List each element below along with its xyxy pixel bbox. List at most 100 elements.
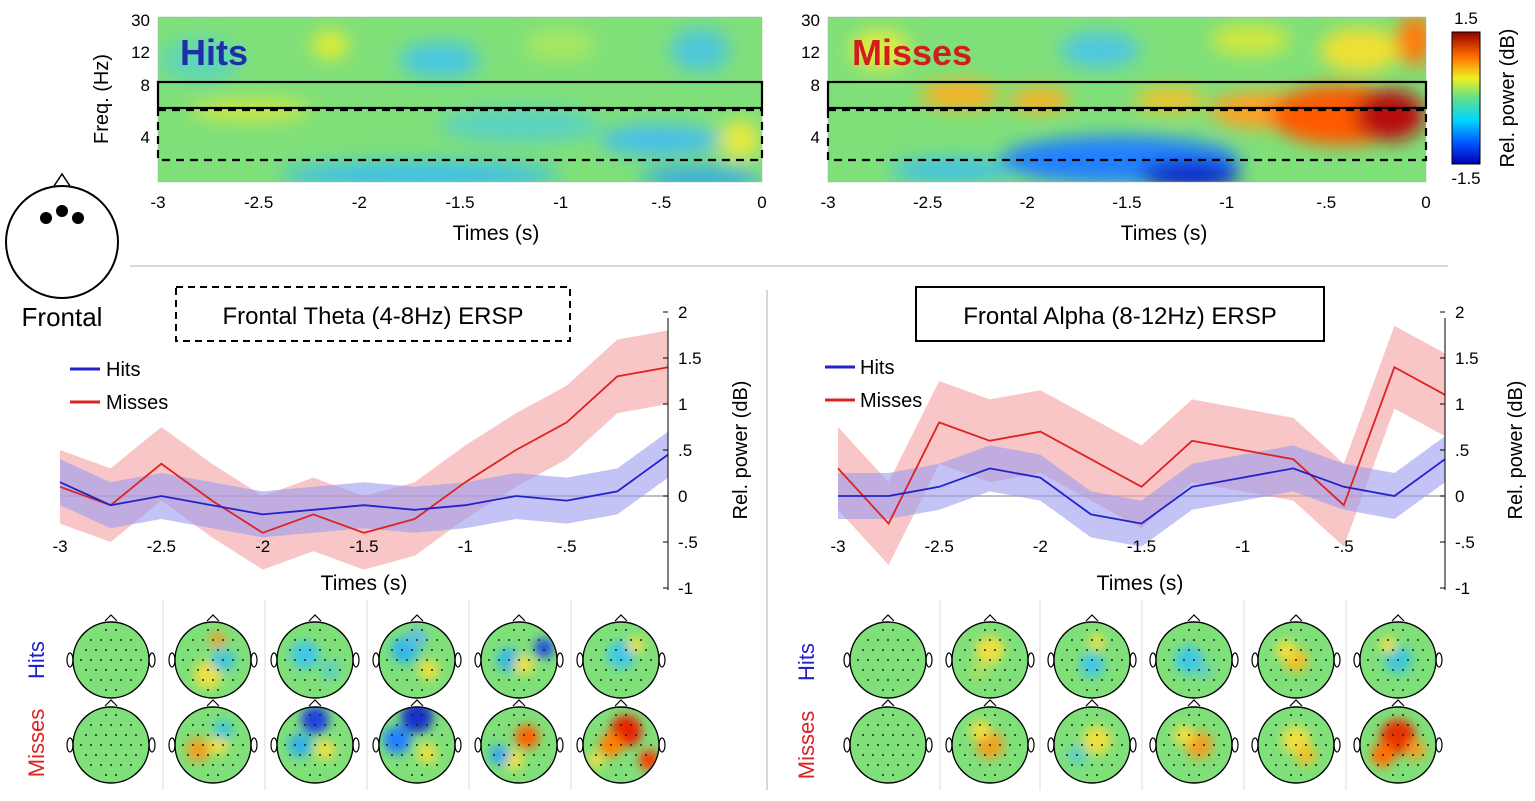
y-tick-label: 1.5 bbox=[1455, 349, 1479, 368]
tf-hits-ylabel: Freq. (Hz) bbox=[91, 54, 113, 144]
y-tick-label: 30 bbox=[801, 11, 820, 30]
x-tick-label: -2 bbox=[1020, 193, 1035, 212]
x-tick-label: -1.5 bbox=[1112, 193, 1141, 212]
hits-series-line bbox=[59, 453, 669, 516]
alpha-ylabel: Rel. power (dB) bbox=[1505, 381, 1527, 520]
alpha-title-box bbox=[915, 286, 1325, 342]
x-tick-label: -2 bbox=[352, 193, 367, 212]
y-tick-label: -.5 bbox=[678, 533, 698, 552]
topography-head bbox=[270, 614, 360, 699]
tf-misses-panel: Misses 30 12 8 4 -3 -2.5 -2 -1.5 -1 -.5 0 Times (… bbox=[801, 11, 1431, 245]
x-tick-label: -3 bbox=[150, 193, 165, 212]
x-tick-label: -.5 bbox=[557, 537, 577, 556]
y-tick-label: 2 bbox=[1455, 303, 1464, 322]
topography-head bbox=[168, 614, 258, 699]
y-tick-label: 0 bbox=[678, 487, 687, 506]
theta-title-box bbox=[175, 286, 571, 342]
y-tick-label: 8 bbox=[141, 76, 150, 95]
hits-error-band bbox=[838, 436, 1445, 547]
topography-head bbox=[1047, 699, 1137, 784]
topography-head bbox=[843, 614, 933, 699]
theta-legend-hits: Hits bbox=[106, 359, 140, 381]
theta-legend-misses: Misses bbox=[106, 392, 168, 414]
topography-head bbox=[945, 614, 1035, 699]
topography-head bbox=[270, 699, 360, 784]
misses-error-band bbox=[838, 325, 1445, 565]
colorbar-min: -1.5 bbox=[1451, 169, 1480, 188]
alpha-ersp-panel: Frontal Alpha (8-12Hz) ERSP -3 -2.5 -2 -1.5… bbox=[825, 286, 1527, 598]
x-tick-label: -1.5 bbox=[1127, 537, 1156, 556]
tf-hits-xticks: -3 -2.5 -2 -1.5 -1 -.5 0 bbox=[150, 193, 766, 212]
colorbar-label: Rel. power (dB) bbox=[1497, 29, 1519, 168]
electrode-dot bbox=[40, 212, 52, 224]
theta-xticks: -3 -2.5 -2 -1.5 -1 -.5 bbox=[52, 537, 576, 556]
y-tick-label: 4 bbox=[141, 128, 150, 147]
topography-head bbox=[168, 699, 258, 784]
topography-head bbox=[576, 699, 666, 784]
x-tick-label: 0 bbox=[1421, 193, 1430, 212]
topography-head bbox=[66, 699, 156, 784]
x-tick-label: 0 bbox=[757, 193, 766, 212]
y-tick-label: -1 bbox=[1455, 579, 1470, 598]
topography-head bbox=[474, 699, 564, 784]
x-tick-label: -.5 bbox=[651, 193, 671, 212]
topography-head bbox=[66, 614, 156, 699]
theta-plot-area bbox=[59, 330, 669, 570]
hits-error-band bbox=[60, 431, 668, 538]
x-tick-label: -2.5 bbox=[913, 193, 942, 212]
y-tick-label: -.5 bbox=[1455, 533, 1475, 552]
x-tick-label: -2 bbox=[255, 537, 270, 556]
alpha-legend-hits: Hits bbox=[860, 357, 894, 379]
topo-row-label-hits: Hits bbox=[24, 641, 49, 679]
x-tick-label: -1 bbox=[1219, 193, 1234, 212]
alpha-legend: Hits Misses bbox=[825, 357, 922, 412]
x-tick-label: -1.5 bbox=[349, 537, 378, 556]
theta-title: Frontal Theta (4-8Hz) ERSP bbox=[223, 303, 524, 330]
tf-misses-xticks: -3 -2.5 -2 -1.5 -1 -.5 0 bbox=[820, 193, 1430, 212]
y-tick-label: 1 bbox=[1455, 395, 1464, 414]
colorbar-max: 1.5 bbox=[1454, 9, 1478, 28]
topography-head bbox=[945, 699, 1035, 784]
topo-row-label-hits-right: Hits bbox=[794, 643, 819, 681]
topography-head bbox=[1047, 614, 1137, 699]
y-tick-label: 1 bbox=[678, 395, 687, 414]
topography-head bbox=[372, 614, 462, 699]
tf-misses-yticks: 30 12 8 4 bbox=[801, 11, 820, 147]
alpha-title: Frontal Alpha (8-12Hz) ERSP bbox=[963, 303, 1276, 330]
colorbar: 1.5 -1.5 Rel. power (dB) bbox=[1451, 9, 1519, 188]
topography-head bbox=[1353, 614, 1443, 699]
misses-series-line bbox=[837, 365, 1446, 526]
topography-head bbox=[372, 699, 462, 784]
x-tick-label: -1 bbox=[458, 537, 473, 556]
colorbar-gradient bbox=[1451, 31, 1481, 165]
y-tick-label: 0 bbox=[1455, 487, 1464, 506]
tf-hits-heatmap bbox=[158, 17, 762, 182]
y-tick-label: 1.5 bbox=[678, 349, 702, 368]
x-tick-label: -2.5 bbox=[925, 537, 954, 556]
tf-hits-xlabel: Times (s) bbox=[453, 222, 540, 245]
topography-head bbox=[843, 699, 933, 784]
y-tick-label: 12 bbox=[801, 43, 820, 62]
x-tick-label: -2.5 bbox=[244, 193, 273, 212]
y-tick-label: 8 bbox=[811, 76, 820, 95]
misses-series-line bbox=[59, 366, 669, 534]
y-tick-label: -1 bbox=[678, 579, 693, 598]
topography-head bbox=[1149, 699, 1239, 784]
topography-head bbox=[1251, 614, 1341, 699]
electrode-dot bbox=[56, 205, 68, 217]
tf-misses-xlabel: Times (s) bbox=[1121, 222, 1208, 245]
topography-head bbox=[1353, 699, 1443, 784]
y-tick-label: .5 bbox=[1455, 441, 1469, 460]
alpha-legend-misses: Misses bbox=[860, 390, 922, 412]
theta-xlabel: Times (s) bbox=[321, 572, 408, 595]
y-tick-label: 30 bbox=[131, 11, 150, 30]
x-tick-label: -3 bbox=[830, 537, 845, 556]
tf-misses-heatmap bbox=[828, 17, 1426, 182]
y-tick-label: 2 bbox=[678, 303, 687, 322]
hits-series-line bbox=[838, 458, 1446, 525]
theta-ylabel: Rel. power (dB) bbox=[730, 381, 752, 520]
x-tick-label: -3 bbox=[820, 193, 835, 212]
electrode-dot bbox=[72, 212, 84, 224]
alpha-yticks: 21.51.50-.5-1 bbox=[1440, 303, 1479, 598]
